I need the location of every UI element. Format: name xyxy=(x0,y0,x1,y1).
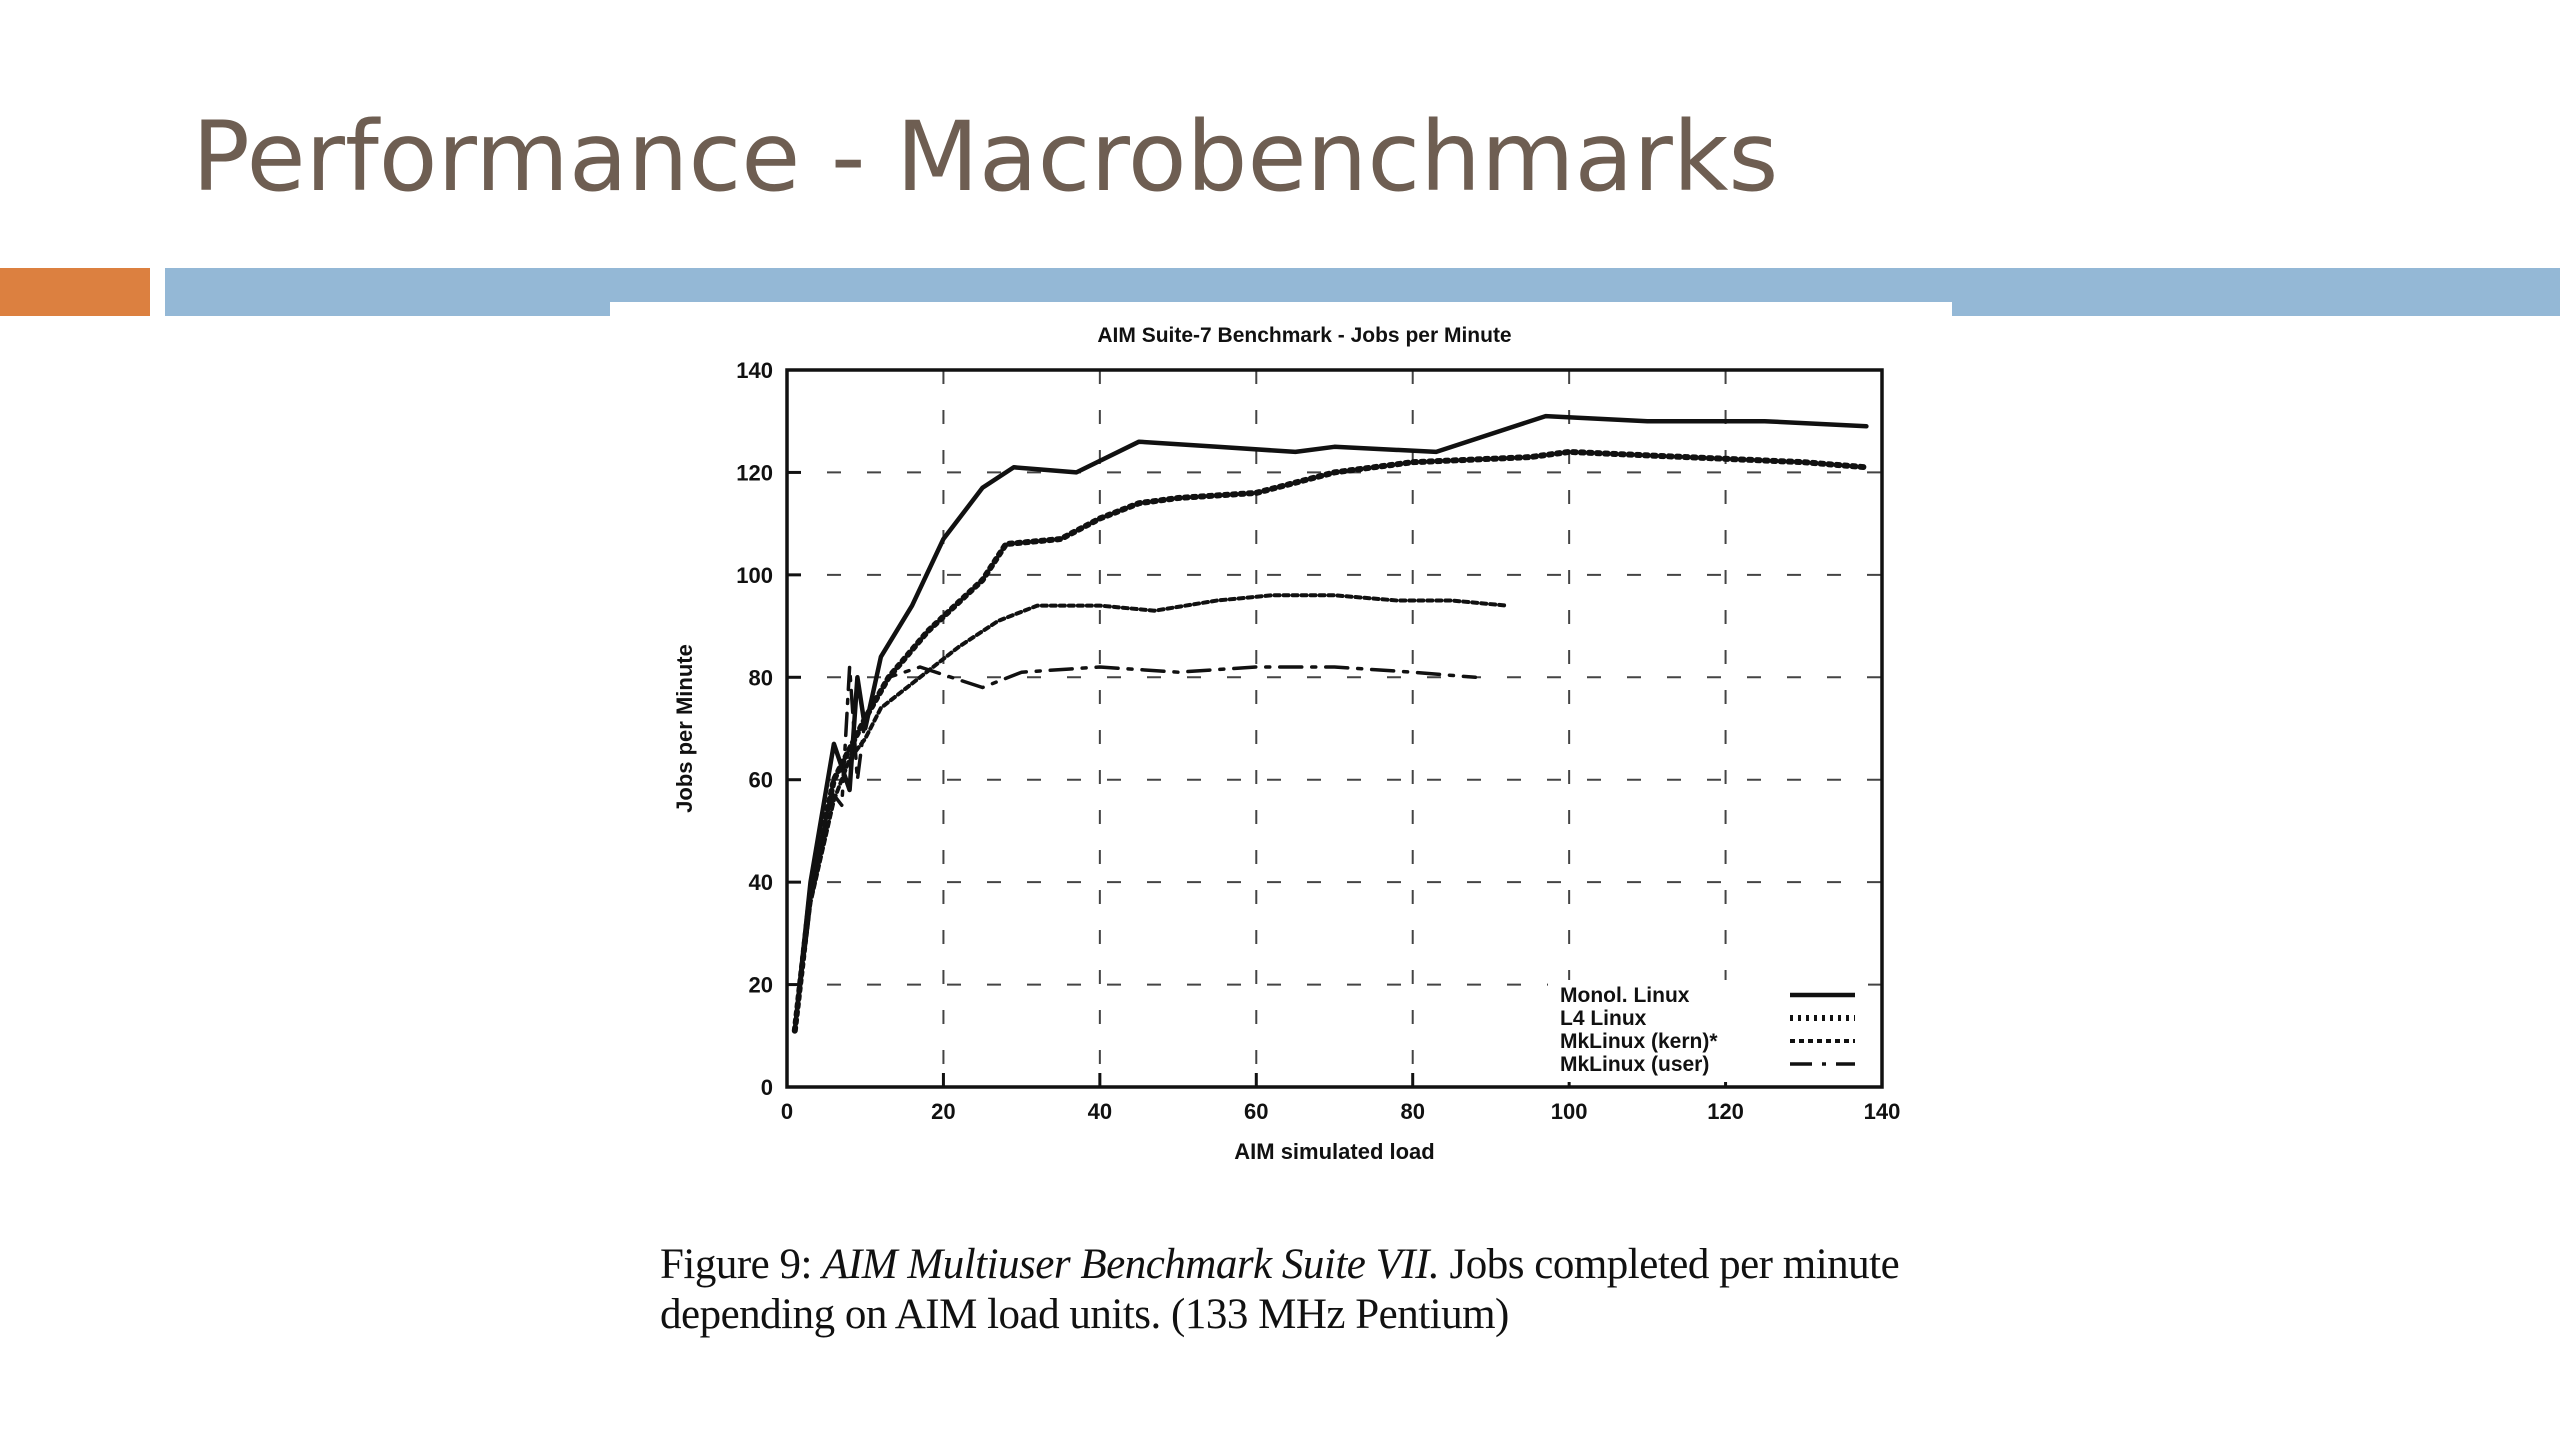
series-line-0 xyxy=(792,413,1869,1033)
y-tick-label: 40 xyxy=(749,870,773,895)
figure-caption: Figure 9: AIM Multiuser Benchmark Suite … xyxy=(660,1240,1960,1340)
caption-text: Jobs completed per minute depending on A… xyxy=(660,1241,1900,1338)
x-tick-label: 80 xyxy=(1400,1099,1424,1124)
y-axis-label: Jobs per Minute xyxy=(672,644,697,813)
chart-title: AIM Suite-7 Benchmark - Jobs per Minute xyxy=(1097,324,1511,347)
series-line-2 xyxy=(792,593,1509,1033)
x-tick-label: 60 xyxy=(1244,1099,1268,1124)
legend-label-3: MkLinux (user) xyxy=(1560,1053,1709,1076)
title-accent-bar-orange xyxy=(0,268,150,316)
y-tick-label: 80 xyxy=(749,665,773,690)
y-tick-label: 120 xyxy=(736,460,773,485)
benchmark-chart: 0 20 40 60 80 100 120 140 0 20 40 60 80 100 120 140 AIM … xyxy=(672,324,1901,1164)
x-tick-label: 120 xyxy=(1707,1099,1744,1124)
figure-panel: 0 20 40 60 80 100 120 140 0 20 40 60 80 100 120 140 AIM … xyxy=(610,302,1952,1202)
x-tick-label: 140 xyxy=(1864,1099,1901,1124)
slide-title: Performance - Macrobenchmarks xyxy=(192,101,1779,213)
legend-label-2: MkLinux (kern)* xyxy=(1560,1030,1718,1053)
x-tick-label: 20 xyxy=(931,1099,955,1124)
series-line-1 xyxy=(791,448,1870,1034)
legend-label-0: Monol. Linux xyxy=(1560,984,1690,1007)
x-axis-label: AIM simulated load xyxy=(1234,1139,1434,1164)
caption-label: Figure 9: xyxy=(660,1241,812,1288)
x-tick-label: 0 xyxy=(781,1099,793,1124)
series-line-3 xyxy=(793,665,1478,1033)
y-tick-label: 100 xyxy=(736,563,773,588)
y-tick-label: 140 xyxy=(736,358,773,383)
y-tick-label: 0 xyxy=(761,1075,773,1100)
x-tick-label: 100 xyxy=(1551,1099,1588,1124)
y-tick-label: 60 xyxy=(749,768,773,793)
caption-title: AIM Multiuser Benchmark Suite VII. xyxy=(822,1241,1440,1288)
x-tick-label: 40 xyxy=(1088,1099,1112,1124)
y-tick-label: 20 xyxy=(749,973,773,998)
legend-label-1: L4 Linux xyxy=(1560,1007,1647,1030)
plot-frame xyxy=(785,368,1884,1089)
